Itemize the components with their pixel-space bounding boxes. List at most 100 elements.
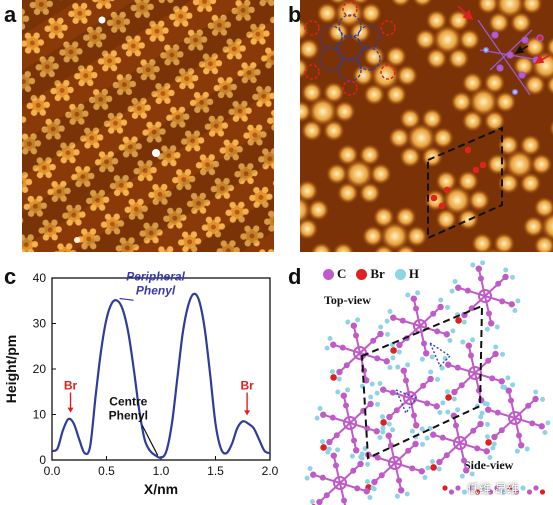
side-view-atom bbox=[500, 489, 507, 495]
hydrogen-atom bbox=[470, 262, 476, 268]
hydrogen-atom bbox=[377, 380, 383, 386]
carbon-atom bbox=[339, 344, 346, 351]
carbon-atom bbox=[424, 400, 431, 407]
core-ring bbox=[343, 416, 357, 430]
hydrogen-atom bbox=[365, 461, 371, 467]
x-tick-label: 1.5 bbox=[207, 464, 224, 478]
side-view-atom bbox=[494, 485, 500, 491]
bond bbox=[477, 268, 486, 297]
bond bbox=[373, 462, 396, 483]
carbon-atom bbox=[350, 467, 357, 474]
carbon-atom bbox=[470, 427, 477, 434]
carbon-atom bbox=[455, 284, 462, 291]
hydrogen-atom bbox=[503, 267, 509, 273]
hydrogen-atom bbox=[329, 369, 335, 375]
bond bbox=[459, 442, 488, 453]
bond bbox=[484, 295, 493, 324]
hydrogen-atom bbox=[479, 410, 485, 416]
bromine-atom bbox=[445, 394, 452, 401]
carbon-atom bbox=[340, 392, 347, 399]
hydrogen-atom bbox=[336, 376, 342, 382]
carbon-atom bbox=[499, 298, 506, 305]
bond bbox=[474, 372, 483, 401]
carbon-atom bbox=[377, 330, 384, 338]
carbon-atom bbox=[468, 352, 475, 359]
bright-adatom bbox=[74, 237, 80, 243]
bromine-markers bbox=[430, 146, 487, 210]
y-tick-label: 20 bbox=[33, 362, 47, 376]
bond bbox=[459, 423, 482, 444]
hydrogen-atom bbox=[428, 369, 434, 375]
side-view-atom bbox=[448, 489, 455, 495]
bright-adatom bbox=[98, 16, 106, 24]
annotation-label: Br bbox=[240, 378, 254, 392]
carbon-dot-icon bbox=[323, 268, 334, 280]
hydrogen-atom bbox=[469, 471, 475, 477]
carbon-atom bbox=[427, 375, 434, 383]
hydrogen-atom bbox=[493, 344, 499, 350]
hydrogen-atom bbox=[500, 384, 506, 390]
x-tick-label: 0.0 bbox=[44, 464, 61, 478]
bond bbox=[474, 353, 497, 374]
carbon-atom bbox=[478, 275, 485, 282]
hydrogen-atom bbox=[345, 319, 351, 325]
carbon-atom bbox=[423, 350, 430, 357]
carbon-atom bbox=[433, 403, 440, 410]
x-axis-label: X/nm bbox=[144, 481, 178, 497]
bromine-atom bbox=[330, 374, 337, 381]
hydrogen-atom bbox=[482, 400, 488, 406]
hydrogen-atom bbox=[545, 420, 551, 426]
carbon-atom bbox=[518, 442, 525, 449]
bright-adatom bbox=[152, 149, 160, 157]
bond bbox=[318, 482, 341, 503]
carbon-atom bbox=[420, 382, 427, 389]
carbon-atom bbox=[465, 342, 472, 349]
carbon-atom bbox=[364, 425, 371, 432]
arrow-icon bbox=[457, 5, 551, 65]
carbon-atom bbox=[396, 341, 403, 349]
carbon-atom bbox=[399, 317, 406, 324]
bond bbox=[432, 433, 461, 444]
bond bbox=[447, 363, 476, 374]
bond bbox=[392, 316, 421, 327]
hydrogen-atom bbox=[349, 453, 355, 459]
core-ring bbox=[478, 289, 492, 303]
molecular-structure-model bbox=[304, 260, 551, 505]
panel-letter-a: a bbox=[4, 2, 17, 27]
hydrogen-atom bbox=[394, 493, 400, 499]
bond bbox=[332, 455, 341, 484]
bond bbox=[457, 286, 486, 297]
hydrogen-atom bbox=[435, 376, 441, 382]
carbon-atom bbox=[330, 452, 337, 459]
bond bbox=[352, 325, 361, 354]
hydrogen-atom bbox=[324, 345, 330, 351]
hydrogen-atom bbox=[440, 400, 446, 406]
core-ring bbox=[468, 366, 482, 380]
hydrogen-atom bbox=[369, 381, 375, 387]
hydrogen-atom bbox=[370, 485, 376, 491]
hydrogen-atom bbox=[415, 290, 421, 296]
carbon-atom bbox=[491, 433, 498, 441]
carbon-atom bbox=[333, 432, 340, 439]
hydrogen-atom bbox=[449, 288, 455, 294]
panel-letter-d: d bbox=[288, 264, 302, 289]
hydrogen-atom bbox=[510, 274, 516, 280]
side-view-atom bbox=[461, 489, 468, 495]
bromine-atom bbox=[455, 317, 462, 324]
carbon-atom bbox=[445, 361, 452, 368]
bond bbox=[382, 388, 411, 399]
hydrogen-atom bbox=[422, 475, 428, 481]
hydrogen-atom bbox=[487, 455, 493, 461]
hydrogen-atom bbox=[461, 319, 467, 325]
annotation-label: Centre bbox=[109, 394, 147, 408]
carbon-atom bbox=[437, 303, 444, 311]
arrow-head bbox=[244, 410, 251, 416]
hydrogen-atom bbox=[480, 260, 486, 266]
side-view-atom bbox=[539, 489, 546, 495]
carbon-atom bbox=[492, 350, 499, 358]
carbon-atom bbox=[412, 440, 419, 448]
carbon-atom bbox=[374, 355, 381, 362]
hydrogen-atom bbox=[514, 448, 520, 454]
bond bbox=[339, 482, 347, 505]
bond bbox=[484, 276, 507, 297]
